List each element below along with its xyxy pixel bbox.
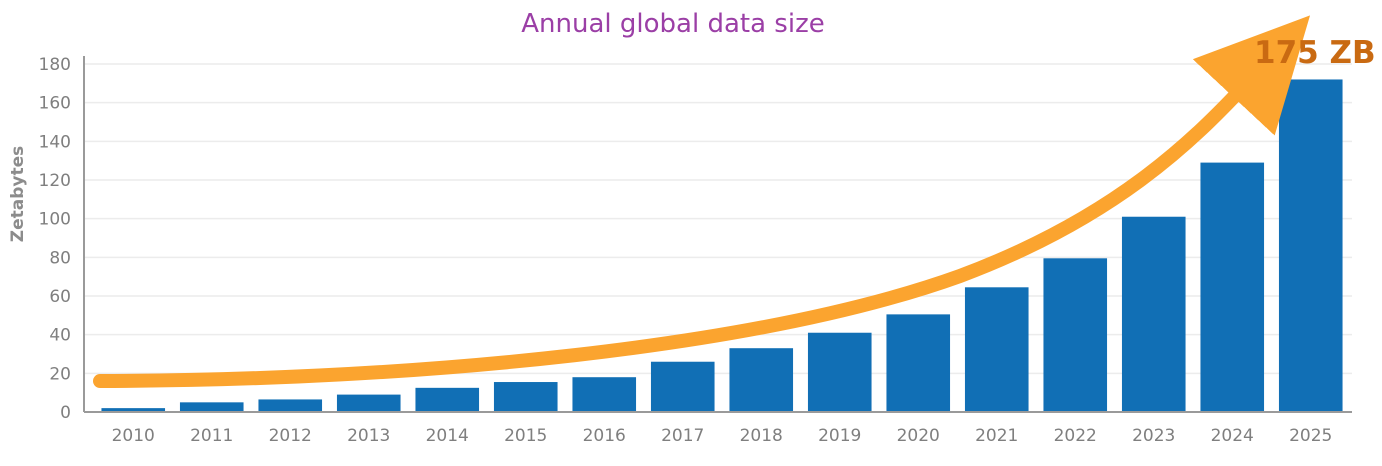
y-axis-label: Zetabytes <box>8 146 28 242</box>
y-tick-label: 60 <box>49 287 71 307</box>
y-tick-label: 20 <box>49 364 71 384</box>
x-tick-label: 2021 <box>975 426 1018 446</box>
x-tick-label: 2025 <box>1289 426 1332 446</box>
bar-2016 <box>572 377 637 412</box>
bar-2015 <box>493 382 558 412</box>
x-tick-label: 2019 <box>818 426 861 446</box>
y-tick-label: 180 <box>39 55 71 75</box>
x-tick-label: 2022 <box>1054 426 1097 446</box>
y-tick-label: 120 <box>39 171 71 191</box>
x-tick-label: 2020 <box>897 426 940 446</box>
bar-2010 <box>101 408 166 412</box>
x-tick-label: 2012 <box>269 426 312 446</box>
x-tick-label: 2013 <box>347 426 390 446</box>
y-tick-label: 0 <box>60 403 71 423</box>
bar-2012 <box>258 399 323 412</box>
x-tick-label: 2015 <box>504 426 547 446</box>
bar-2023 <box>1121 216 1186 412</box>
bar-2013 <box>336 394 401 412</box>
bar-2011 <box>179 402 244 412</box>
x-tick-label: 2011 <box>190 426 233 446</box>
gridlines <box>84 63 1352 375</box>
bar-2018 <box>729 348 794 412</box>
x-tick-label: 2018 <box>740 426 783 446</box>
y-tick-label: 80 <box>49 248 71 268</box>
bar-2019 <box>807 332 872 412</box>
bar-2021 <box>964 287 1029 412</box>
x-tick-label: 2014 <box>426 426 469 446</box>
bars <box>101 79 1343 412</box>
chart-title: Annual global data size <box>521 9 824 39</box>
x-tick-label: 2023 <box>1132 426 1175 446</box>
y-tick-label: 160 <box>39 94 71 114</box>
y-axis-ticks: 0 20 40 60 80 100 120 140 160 180 <box>39 55 71 423</box>
x-tick-label: 2016 <box>583 426 626 446</box>
annotation-label: 175 ZB <box>1254 35 1376 71</box>
bar-2014 <box>415 387 480 412</box>
bar-2024 <box>1200 162 1265 412</box>
x-axis-ticks: 2010 2011 2012 2013 2014 2015 2016 2017 2018 2019… <box>112 426 1333 446</box>
bar-2017 <box>650 361 715 412</box>
y-tick-label: 140 <box>39 132 71 152</box>
bar-2022 <box>1043 258 1108 412</box>
bar-2025 <box>1278 79 1343 412</box>
x-tick-label: 2024 <box>1211 426 1254 446</box>
y-tick-label: 40 <box>49 326 71 346</box>
bar-2020 <box>886 314 951 412</box>
y-tick-label: 100 <box>39 210 71 230</box>
trend-arrow <box>93 15 1311 388</box>
x-tick-label: 2010 <box>112 426 155 446</box>
x-tick-label: 2017 <box>661 426 704 446</box>
